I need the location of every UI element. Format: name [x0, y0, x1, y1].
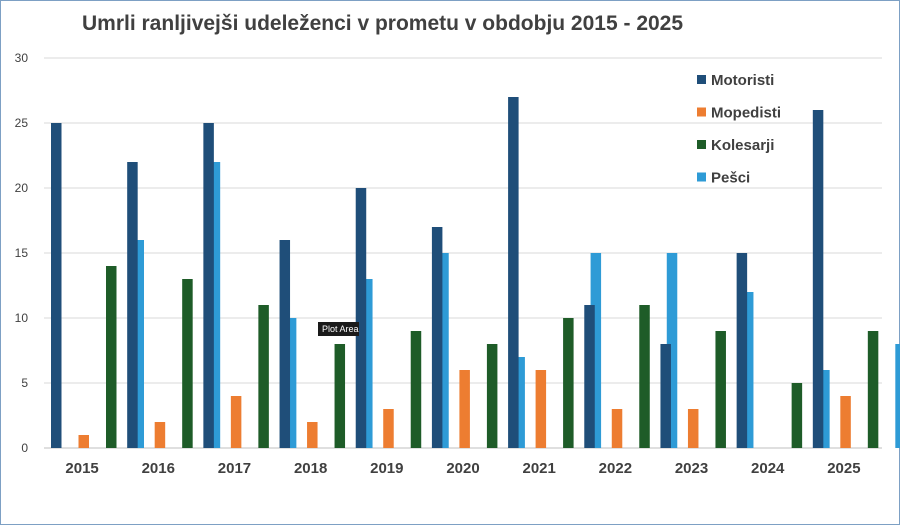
bar-kolesarji-2017 [258, 305, 269, 448]
bar-kolesarji-2023 [715, 331, 726, 448]
bar-motoristi-2016 [127, 162, 138, 448]
bar-kolesarji-2025 [867, 331, 879, 448]
legend-label-motoristi: Motoristi [711, 72, 774, 89]
bar-mopedisti-2017 [230, 396, 242, 448]
bar-motoristi-2021 [508, 97, 519, 448]
bar-mopedisti-2015 [78, 435, 89, 448]
x-tick-label-2022: 2022 [599, 460, 632, 477]
legend-swatch-kolesarji [697, 140, 706, 149]
x-axis-ticks: 2015 2016 2017 2018 2019 2020 2021 2022 2023 2024… [65, 460, 860, 477]
bar-kolesarji-2022 [639, 305, 650, 448]
y-tick-label-20: 20 [15, 181, 29, 195]
bar-motoristi-2018 [279, 240, 291, 448]
bar-pesci-2019 [438, 253, 449, 448]
bar-kolesarji-2015 [106, 266, 117, 448]
x-tick-label-2025: 2025 [827, 460, 860, 477]
bar-mopedisti-2023 [687, 409, 699, 448]
y-tick-label-15: 15 [15, 246, 29, 260]
y-tick-label-10: 10 [15, 311, 29, 325]
bar-mopedisti-2025 [840, 396, 851, 448]
x-tick-label-2021: 2021 [522, 460, 555, 477]
x-tick-label-2019: 2019 [370, 460, 403, 477]
legend-swatch-pesci [697, 172, 706, 182]
bar-pesci-2017 [285, 318, 297, 448]
bar-motoristi-2023 [660, 344, 671, 448]
bar-kolesarji-2024 [791, 383, 803, 448]
bar-mopedisti-2020 [459, 370, 470, 448]
x-tick-label-2023: 2023 [675, 460, 708, 477]
bar-motoristi-2025 [812, 110, 824, 448]
bar-motoristi-2015 [51, 123, 62, 448]
bar-motoristi-2019 [355, 188, 367, 448]
tooltip-label: Plot Area [322, 324, 359, 334]
legend: Motoristi Mopedisti Kolesarji Pešci [697, 72, 781, 187]
bar-pesci-2016 [209, 162, 221, 448]
y-tick-label-25: 25 [15, 116, 29, 130]
bar-motoristi-2020 [431, 227, 443, 448]
bar-kolesarji-2019 [410, 331, 422, 448]
legend-label-mopedisti: Mopedisti [711, 105, 781, 122]
bar-mopedisti-2021 [535, 370, 547, 448]
legend-swatch-motoristi [697, 75, 706, 84]
bar-kolesarji-2021 [563, 318, 574, 448]
y-axis-ticks: 0 5 10 15 20 25 30 [15, 51, 29, 455]
x-tick-label-2018: 2018 [294, 460, 327, 477]
bar-motoristi-2022 [584, 305, 595, 448]
y-tick-label-30: 30 [15, 51, 29, 65]
bar-mopedisti-2022 [611, 409, 623, 448]
bar-motoristi-2024 [736, 253, 748, 448]
legend-label-kolesarji: Kolesarji [711, 137, 774, 154]
bar-kolesarji-2020 [486, 344, 498, 448]
bar-pesci-2021 [590, 253, 602, 448]
bar-pesci-2015 [133, 240, 144, 448]
bar-pesci-2023 [742, 292, 754, 448]
bar-kolesarji-2016 [182, 279, 193, 448]
legend-label-pesci: Pešci [711, 170, 750, 187]
x-tick-label-2015: 2015 [65, 460, 98, 477]
bar-pesci-2024 [819, 370, 830, 448]
bar-motoristi-2017 [203, 123, 214, 448]
y-tick-label-0: 0 [21, 441, 28, 455]
plot-area-tooltip: Plot Area [318, 322, 359, 336]
bar-mopedisti-2018 [307, 422, 318, 448]
x-tick-label-2020: 2020 [446, 460, 479, 477]
bar-pesci-2018 [362, 279, 373, 448]
bar-pesci-2022 [666, 253, 678, 448]
x-tick-label-2024: 2024 [751, 460, 785, 477]
bar-pesci-2025 [895, 344, 900, 448]
y-tick-label-5: 5 [21, 376, 28, 390]
x-tick-label-2016: 2016 [142, 460, 175, 477]
bar-mopedisti-2016 [154, 422, 166, 448]
tooltip-background [318, 322, 359, 336]
legend-swatch-mopedisti [697, 107, 706, 117]
bar-mopedisti-2019 [383, 409, 394, 448]
bars [51, 97, 900, 448]
chart-title: Umrli ranljivejši udeleženci v prometu v… [82, 12, 684, 35]
bar-pesci-2020 [514, 357, 525, 448]
x-tick-label-2017: 2017 [218, 460, 251, 477]
bar-kolesarji-2018 [334, 344, 346, 448]
